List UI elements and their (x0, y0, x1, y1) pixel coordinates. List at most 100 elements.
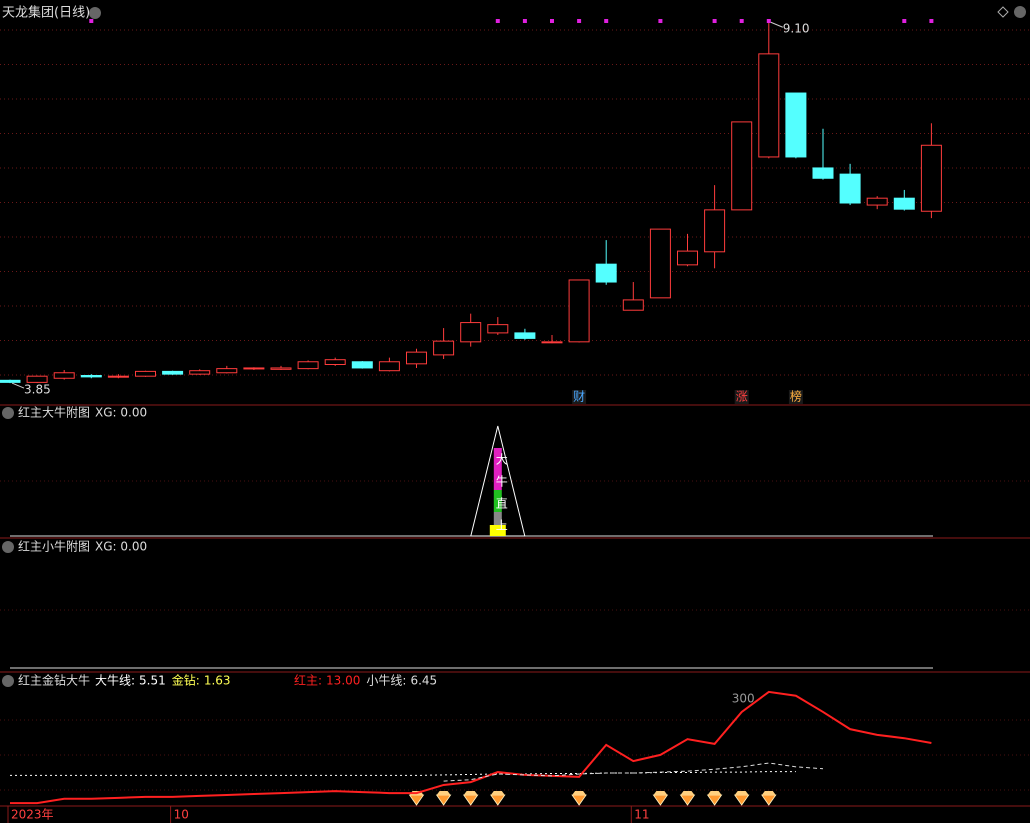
candle-body (26, 375, 48, 383)
indicator-line (10, 771, 796, 776)
signal-bar (489, 525, 506, 536)
event-tag: 财 (573, 390, 585, 404)
indicator-line (443, 762, 824, 782)
stock-title: 天龙集团(日线) (2, 5, 90, 21)
candle-body (107, 375, 129, 378)
candle-body (839, 173, 861, 204)
panel-readout: XG: 0.00 (95, 540, 147, 554)
candle-body (487, 324, 509, 334)
panel-title: 红主金钻大牛 (18, 673, 90, 688)
signal-char: 大 (496, 453, 508, 467)
candle-body (0, 379, 21, 383)
signal-bar (493, 448, 502, 490)
candle-body (378, 361, 400, 372)
gold-diamond-top (707, 791, 722, 795)
title-menu-button[interactable] (89, 7, 101, 19)
candle-body (622, 299, 644, 311)
candle-body (270, 367, 292, 370)
legend-value: 5.51 (139, 674, 166, 688)
indicator-line (10, 690, 932, 805)
signal-bar (493, 490, 502, 512)
legend-name: 金钻: (172, 673, 200, 688)
extreme-arrow (11, 382, 25, 389)
candle-body (812, 167, 834, 179)
signal-dot (604, 19, 609, 23)
event-tag: 涨 (736, 389, 748, 404)
legend-name: 大牛线: (95, 673, 135, 688)
candle-body (324, 359, 346, 366)
panel-menu-button[interactable] (2, 407, 14, 419)
legend-name: 小牛线: (366, 673, 406, 688)
signal-dot (89, 19, 94, 23)
candle-body (785, 92, 807, 158)
gold-diamond-top (734, 791, 749, 795)
gold-diamond-top (680, 791, 695, 795)
candle-body (351, 361, 373, 369)
candle-body (568, 279, 590, 343)
date-label: 10 (174, 808, 189, 822)
gold-diamond-top (572, 791, 587, 795)
gold-diamond-top (463, 791, 478, 795)
candle-body (893, 197, 915, 210)
candle-body (920, 144, 942, 212)
settings-button[interactable] (1014, 6, 1026, 18)
legend-name: 红主: (294, 673, 322, 688)
date-label: 11 (634, 808, 649, 822)
gold-diamond-top (761, 791, 776, 795)
signal-dot (577, 19, 582, 23)
gold-diamond-top (653, 791, 668, 795)
candle-body (135, 370, 156, 377)
line-annotation: 300 (732, 692, 755, 706)
signal-dot (766, 19, 771, 23)
gold-diamond-top (490, 791, 505, 795)
extreme-label: 9.10 (783, 22, 810, 36)
signal-dot (522, 19, 527, 23)
candle-body (460, 322, 482, 343)
candle-body (677, 250, 698, 266)
candle-body (433, 340, 455, 356)
signal-char: 牛 (496, 474, 508, 489)
signal-char: 上 (496, 519, 508, 533)
signal-dot (495, 19, 500, 23)
candle-body (541, 341, 563, 344)
date-label: 2023年 (11, 808, 54, 822)
event-tag-box (788, 390, 803, 404)
candle-body (162, 370, 184, 375)
signal-dot (929, 19, 934, 23)
panel-title: 红主小牛附图 (18, 539, 90, 554)
diamond-button[interactable] (997, 6, 1009, 18)
candle-body (514, 332, 536, 339)
gold-diamond-top (436, 791, 451, 795)
candle-body (731, 121, 753, 211)
event-tag: 榜 (790, 389, 802, 404)
legend-value: 6.45 (410, 674, 437, 688)
signal-bar (493, 512, 502, 526)
legend-value: 13.00 (326, 674, 360, 688)
event-tag-box (734, 390, 749, 404)
candle-body (53, 372, 75, 379)
panel-menu-button[interactable] (2, 541, 14, 553)
candle-body (216, 368, 238, 374)
candle-body (704, 209, 726, 253)
signal-dot (658, 19, 663, 23)
candle-body (80, 375, 102, 378)
candle-body (595, 263, 617, 283)
panel-title: 红主大牛附图 (18, 405, 90, 420)
signal-dot (712, 19, 717, 23)
candle-body (758, 53, 780, 158)
candle-body (406, 351, 427, 365)
signal-dot (902, 19, 907, 23)
legend-value: 1.63 (204, 674, 231, 688)
event-tag-box (572, 390, 587, 404)
extreme-arrow (770, 21, 783, 28)
candle-body (649, 228, 671, 299)
panel-readout: XG: 0.00 (95, 406, 147, 420)
candle-body (243, 367, 265, 370)
panel-menu-button[interactable] (2, 675, 14, 687)
candle-body (189, 370, 211, 375)
signal-char: 直 (496, 497, 508, 511)
extreme-label: 3.85 (24, 383, 51, 397)
signal-dot (550, 19, 554, 23)
